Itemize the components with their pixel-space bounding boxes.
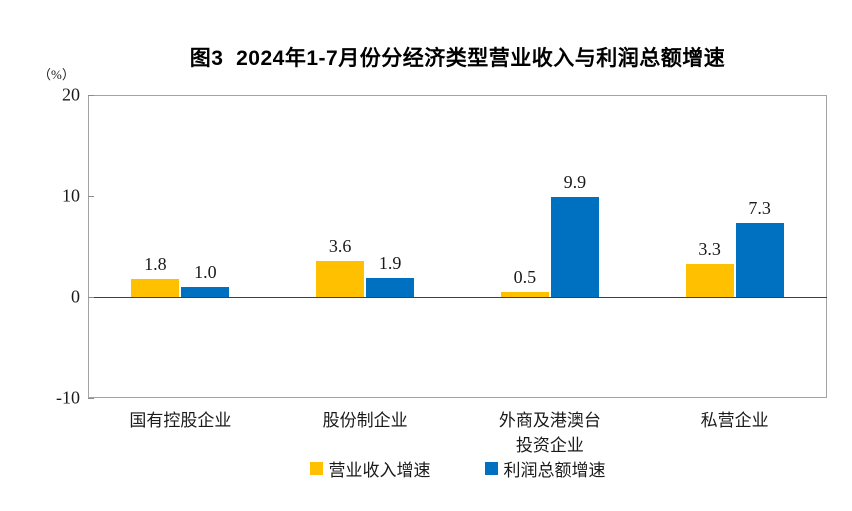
bar-value-label: 1.8 (144, 253, 167, 274)
x-category-label: 股份制企业 (275, 408, 455, 433)
bar (181, 286, 230, 297)
y-tick-mark (88, 398, 94, 399)
plot-area (88, 95, 827, 398)
legend-item: 利润总额增速 (484, 456, 606, 481)
x-category-label-line: 投资企业 (515, 436, 584, 455)
bar (131, 278, 180, 297)
bar-value-label: 1.0 (194, 261, 217, 282)
bar (735, 223, 784, 297)
bar (316, 260, 365, 297)
legend: 营业收入增速 利润总额增速 (88, 456, 827, 481)
bar-value-label: 9.9 (563, 172, 587, 192)
x-category-label: 国有控股企业 (90, 408, 270, 433)
x-axis-zero-line (88, 297, 827, 298)
bar-value-label: 1.9 (378, 252, 402, 273)
legend-swatch (484, 462, 498, 475)
legend-item: 营业收入增速 (309, 456, 431, 481)
legend-label: 营业收入增速 (328, 461, 431, 480)
legend-swatch (309, 462, 323, 475)
y-axis-unit-label: （%） (38, 67, 75, 82)
x-category-label: 外商及港澳台 投资企业 (460, 408, 640, 458)
y-tick-mark (88, 297, 94, 298)
y-tick-label: -10 (56, 387, 80, 408)
x-category-label-line: 国有控股企业 (129, 411, 232, 430)
bar (550, 197, 599, 297)
bar-value-label: 7.3 (748, 198, 771, 219)
bar-value-label: 3.3 (698, 238, 721, 259)
x-category-label-line: 股份制企业 (322, 411, 408, 430)
bar (366, 277, 415, 297)
x-category-label: 私营企业 (645, 408, 825, 433)
chart-title: 图3 2024年1-7月份分经济类型营业收入与利润总额增速 (189, 47, 726, 70)
y-tick-label: 0 (71, 286, 80, 307)
x-category-label-line: 外商及港澳台 (498, 411, 601, 430)
bar-value-label: 3.6 (328, 235, 352, 256)
x-category-label-line: 私营企业 (700, 411, 769, 430)
bar (500, 291, 549, 297)
y-tick-mark (88, 95, 94, 96)
bar-value-label: 0.5 (513, 266, 537, 287)
y-tick-mark (88, 196, 94, 197)
legend-label: 利润总额增速 (503, 461, 606, 480)
y-tick-label: 20 (62, 84, 80, 105)
y-tick-label: 10 (62, 185, 80, 206)
bar (685, 263, 734, 297)
